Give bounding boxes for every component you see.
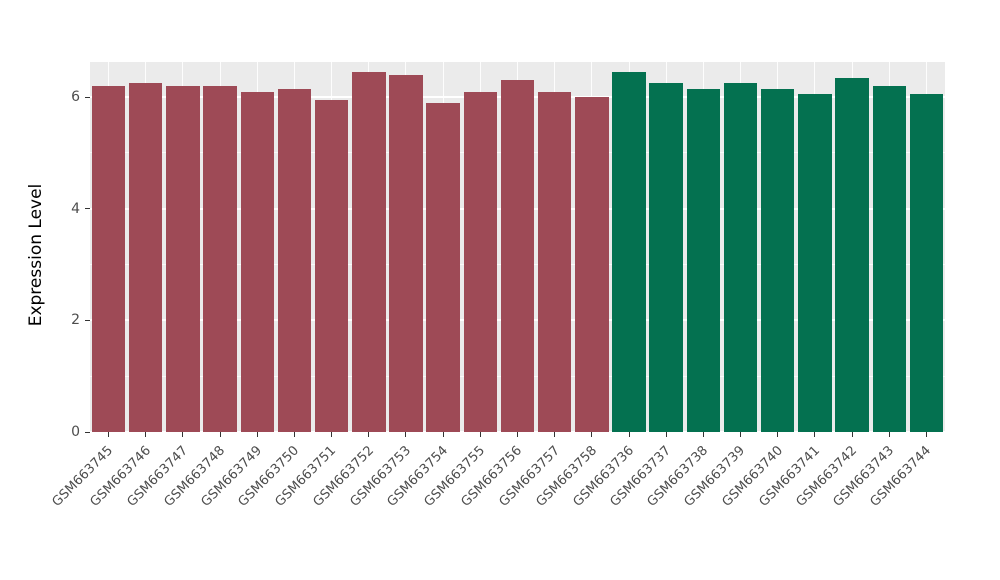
- bar-GSM663743: [872, 86, 906, 432]
- x-tick-mark: [851, 432, 853, 437]
- y-tick-mark: [85, 208, 90, 210]
- x-tick-mark: [702, 432, 704, 437]
- bar-GSM663741: [798, 94, 832, 432]
- bar-GSM663742: [835, 77, 869, 432]
- bar-GSM663744: [909, 94, 944, 432]
- y-tick-label: 2: [71, 312, 80, 329]
- bar-GSM663737: [649, 83, 683, 432]
- bar-GSM663738: [686, 88, 721, 432]
- x-tick-mark: [554, 432, 556, 437]
- bar-GSM663736: [612, 72, 646, 432]
- x-tick-mark: [665, 432, 667, 437]
- x-tick-mark: [777, 432, 779, 437]
- bar-GSM663739: [723, 83, 758, 432]
- x-tick-mark: [219, 432, 221, 437]
- bar-GSM663752: [352, 72, 386, 432]
- y-tick-mark: [85, 319, 90, 321]
- x-tick-mark: [628, 432, 630, 437]
- x-tick-mark: [814, 432, 816, 437]
- bar-GSM663758: [575, 97, 609, 432]
- bar-GSM663754: [426, 102, 460, 432]
- bar-GSM663749: [240, 91, 274, 432]
- bar-GSM663751: [314, 99, 349, 432]
- bar-GSM663746: [129, 83, 163, 432]
- bar-GSM663755: [463, 91, 498, 432]
- x-tick-mark: [591, 432, 593, 437]
- bar-GSM663745: [91, 86, 126, 432]
- x-tick-mark: [256, 432, 258, 437]
- x-tick-mark: [405, 432, 407, 437]
- x-tick-mark: [925, 432, 927, 437]
- plot-panel: [90, 62, 945, 433]
- y-tick-label: 6: [71, 89, 80, 106]
- bar-GSM663756: [500, 80, 535, 432]
- x-tick-mark: [517, 432, 518, 437]
- x-tick-mark: [331, 432, 333, 437]
- x-tick-mark: [368, 432, 370, 437]
- bar-GSM663750: [277, 88, 312, 432]
- y-tick-label: 4: [71, 200, 80, 217]
- bar-GSM663753: [389, 74, 423, 432]
- bar-GSM663748: [203, 86, 237, 432]
- x-tick-mark: [479, 432, 481, 437]
- bar-GSM663757: [537, 91, 572, 432]
- x-tick-mark: [182, 432, 184, 437]
- bar-GSM663740: [760, 88, 795, 432]
- x-tick-mark: [108, 432, 110, 437]
- x-tick-mark: [293, 432, 295, 437]
- bar-GSM663747: [166, 86, 200, 432]
- x-tick-mark: [442, 432, 444, 437]
- y-tick-mark: [85, 431, 90, 433]
- y-tick-mark: [85, 96, 90, 98]
- x-tick-mark: [888, 432, 890, 437]
- y-tick-label: 0: [71, 424, 80, 440]
- x-tick-mark: [740, 432, 742, 437]
- x-tick-mark: [145, 432, 147, 437]
